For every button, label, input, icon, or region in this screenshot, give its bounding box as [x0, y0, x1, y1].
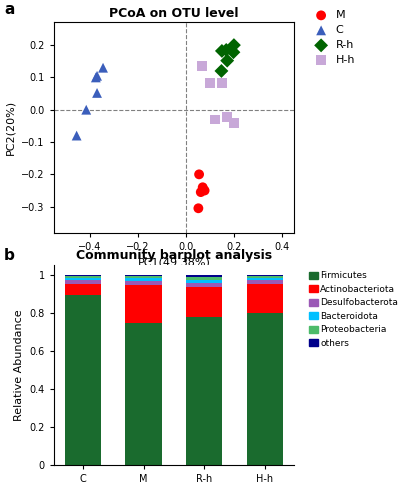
Bar: [246, 312, 282, 465]
Y-axis label: PC2(20%): PC2(20%): [6, 100, 16, 155]
Point: [92, 74, 99, 82]
Bar: [246, 280, 282, 284]
Point: [211, 116, 218, 124]
Point: [218, 67, 224, 75]
Text: b: b: [4, 248, 15, 262]
Title: PCoA on OTU level: PCoA on OTU level: [109, 7, 238, 20]
Point: [100, 64, 106, 72]
X-axis label: PC1(49.38%): PC1(49.38%): [137, 257, 210, 267]
Point: [223, 113, 230, 121]
Point: [93, 89, 100, 97]
Bar: [185, 274, 222, 276]
Point: [195, 170, 202, 178]
Bar: [185, 284, 222, 288]
Point: [83, 106, 89, 114]
Point: [230, 118, 237, 126]
Bar: [64, 278, 101, 280]
Bar: [185, 317, 222, 465]
Point: [222, 46, 229, 54]
Bar: [125, 278, 161, 280]
Bar: [125, 274, 161, 276]
Y-axis label: Relative Abundance: Relative Abundance: [14, 309, 24, 421]
Legend: Firmicutes, Actinobacteriota, Desulfobacterota, Bacteroidota, Proteobacteria, ot: Firmicutes, Actinobacteriota, Desulfobac…: [306, 270, 399, 349]
Point: [198, 62, 205, 70]
Point: [73, 132, 80, 140]
Point: [230, 41, 237, 49]
Bar: [64, 276, 101, 278]
Bar: [125, 322, 161, 465]
Bar: [125, 280, 161, 285]
Bar: [246, 276, 282, 278]
Point: [93, 72, 100, 80]
Title: Community barplot analysis: Community barplot analysis: [76, 250, 271, 262]
Bar: [246, 274, 282, 276]
Point: [197, 188, 204, 196]
Text: a: a: [4, 2, 14, 18]
Point: [218, 79, 225, 87]
Point: [230, 48, 236, 56]
Point: [206, 79, 213, 87]
Legend: M, C, R-h, H-h: M, C, R-h, H-h: [307, 8, 356, 68]
Bar: [64, 284, 101, 296]
Point: [195, 204, 201, 212]
Point: [223, 56, 230, 64]
Bar: [185, 276, 222, 280]
Bar: [185, 280, 222, 283]
Point: [199, 184, 206, 192]
Bar: [64, 274, 101, 276]
Bar: [64, 296, 101, 465]
Bar: [246, 284, 282, 312]
Point: [199, 186, 206, 194]
Point: [201, 186, 207, 194]
Point: [218, 47, 225, 55]
Bar: [125, 276, 161, 278]
Bar: [185, 288, 222, 317]
Bar: [246, 278, 282, 280]
Bar: [125, 286, 161, 323]
Bar: [64, 280, 101, 284]
